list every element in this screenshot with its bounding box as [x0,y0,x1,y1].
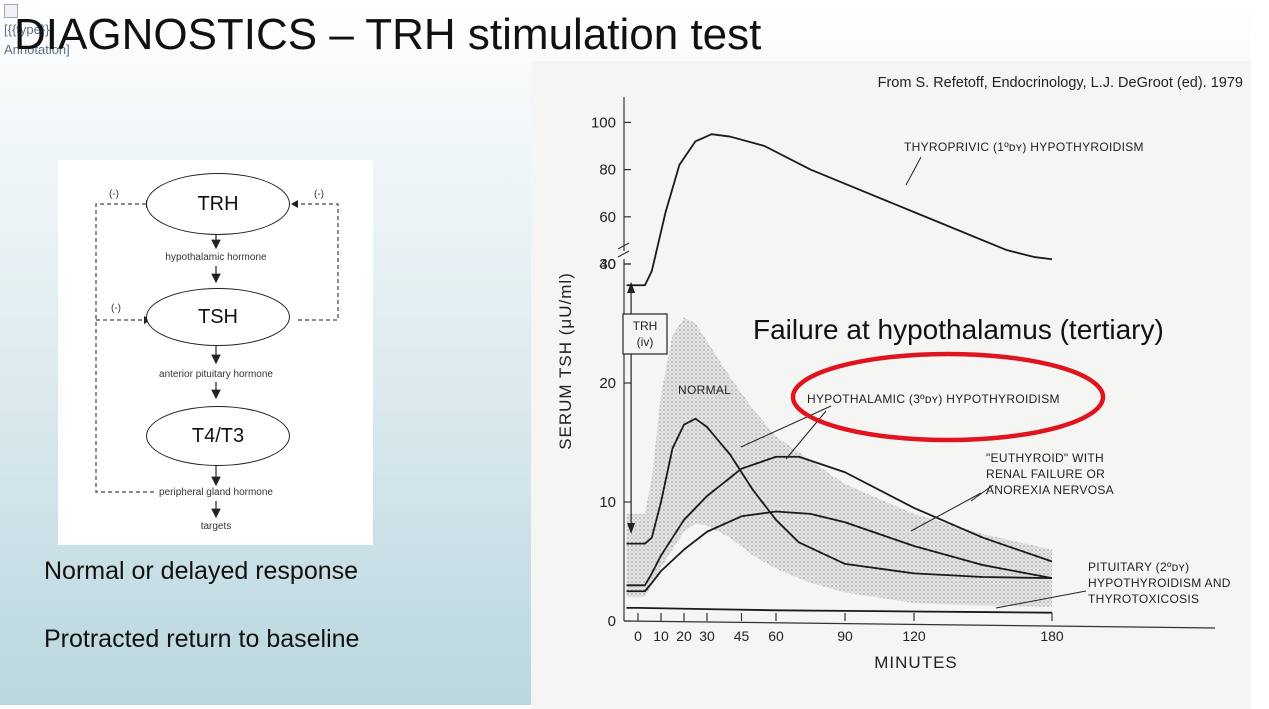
x-tick-label: 90 [837,628,853,644]
series-label-euthyroid: RENAL FAILURE OR [986,467,1105,481]
label-anterior-pituitary-hormone: anterior pituitary hormone [159,369,273,380]
bullet-protracted-return: Protracted return to baseline [44,625,360,653]
x-tick-label: 180 [1040,628,1064,644]
x-tick-label: 60 [768,628,784,644]
feedback-loop-long [95,203,154,493]
series-label-hypothalamic: HYPOTHALAMIC (3ºᴅʏ) HYPOTHYROIDISM [807,392,1060,406]
trh-iv-box [622,313,668,355]
broken-image-icon [4,4,18,18]
trh-injection-arrowhead [627,523,636,534]
y-tick-label: 10 [599,494,616,511]
x-axis-title: MINUTES [874,653,958,672]
series-label-normal: NORMAL [678,383,731,397]
slide-edge-right [1251,0,1269,709]
leader-line-4 [970,484,994,502]
x-tick-label: 10 [653,628,669,644]
y-axis-title: SERUM TSH (μU/ml) [556,272,575,450]
leader-line-0 [905,156,922,186]
source-citation: From S. Refetoff, Endocrinology, L.J. De… [877,75,1243,91]
broken-image-alt-text: [{{type}} Annotation] [4,22,70,57]
feedback-sign-trh-left: (-) [109,189,119,200]
bullet-normal-or-delayed: Normal or delayed response [44,557,359,585]
y-tick-label: 0 [608,613,616,630]
leader-line-2 [785,410,827,460]
series-label-pituitary: THYROTOXICOSIS [1088,592,1199,606]
x-tick-label: 30 [699,628,715,644]
series-line-2 [626,510,1053,593]
node-t4t3: T4/T3 [146,406,290,466]
slide-title: DIAGNOSTICS – TRH stimulation test [14,10,762,59]
series-label-euthyroid: ANOREXIA NERVOSA [986,483,1114,497]
series-line-0 [626,133,1053,287]
annotation-failure-at-hypothalamus: Failure at hypothalamus (tertiary) [753,314,1164,345]
trh-iv-label-1: TRH [633,319,658,333]
hpt-axis-diagram: TRH TSH T4/T3 hypothalamic hormone anter… [58,160,373,545]
y-tick-label: 60 [599,209,616,226]
diagram-connectors [95,200,339,519]
axis-break-mark-1 [617,242,630,250]
y-tick-label: 100 [591,114,616,131]
trh-iv-label-2: (iv) [637,335,654,349]
leader-line-1 [740,405,832,448]
label-hypothalamic-hormone: hypothalamic hormone [165,252,267,263]
feedback-loop-short [298,203,339,321]
hypothalamic-highlight-ellipse [790,351,1106,443]
x-tick-label: 45 [734,628,750,644]
y-tick-label: 20 [599,375,616,392]
x-tick-label: 120 [902,628,926,644]
feedback-sign-trh-right: (-) [314,189,324,200]
series-label-euthyroid: "EUTHYROID" WITH [986,451,1104,465]
tsh-response-chart: 40 60 80 100 0 10 20 30 0 10 20 30 45 60 90 120 180 MINUT… [531,61,1251,709]
series-label-pituitary: HYPOTHYROIDISM AND [1088,576,1231,590]
x-tick-label: 0 [634,628,642,644]
trh-injection-arrowhead-top [627,282,636,293]
x-axis-line [623,620,1216,629]
y-tick-label: 30 [599,256,616,273]
series-label-pituitary: PITUITARY (2ºᴅʏ) [1088,560,1189,574]
node-trh: TRH [146,173,290,235]
series-label-thyroprivic: THYROPRIVIC (1ºᴅʏ) HYPOTHYROIDISM [904,140,1144,154]
y-tick-label: 80 [599,162,616,179]
y-tick-label: 40 [599,256,616,273]
series-line-1 [626,455,1053,587]
label-peripheral-gland-hormone: peripheral gland hormone [159,487,273,498]
x-tick-label: 20 [676,628,692,644]
normal-range-band [626,317,1052,607]
leader-line-5 [995,590,1087,609]
series-line-3 [626,417,1053,580]
leader-line-3 [910,492,982,532]
series-line-4 [626,607,1053,614]
node-tsh: TSH [146,288,290,346]
feedback-sign-tsh: (-) [111,303,121,314]
feedback-arrow-trh-right [291,200,298,208]
broken-image-placeholder: [{{type}} Annotation] [4,4,104,68]
chart-svg: 40 60 80 100 0 10 20 30 0 10 20 30 45 60 90 120 180 MINUT… [556,97,1231,672]
label-targets: targets [200,521,232,532]
axis-break-mark-2 [617,250,630,258]
